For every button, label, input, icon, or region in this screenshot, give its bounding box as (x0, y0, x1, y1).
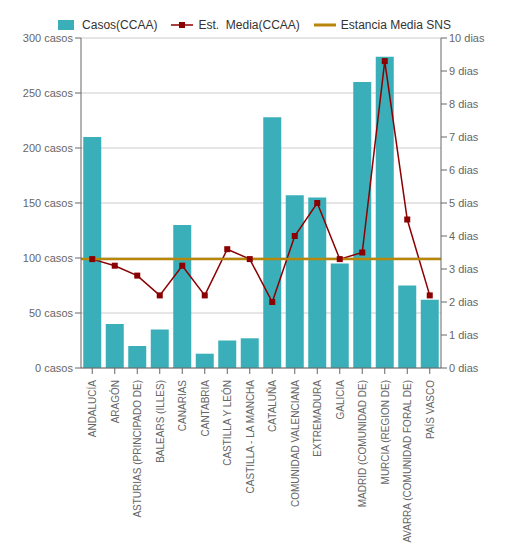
svg-text:2 dias: 2 dias (449, 296, 479, 308)
svg-text:ASTURIAS (PRINCIPADO DE): ASTURIAS (PRINCIPADO DE) (132, 380, 143, 518)
svg-text:50 casos: 50 casos (29, 307, 74, 319)
svg-text:100 casos: 100 casos (23, 252, 74, 264)
svg-text:200 casos: 200 casos (23, 142, 74, 154)
svg-text:0 dias: 0 dias (449, 362, 479, 374)
svg-text:4 dias: 4 dias (449, 230, 479, 242)
svg-text:PAÍS VASCO: PAÍS VASCO (424, 380, 436, 439)
svg-text:0 casos: 0 casos (35, 362, 73, 374)
svg-text:7 dias: 7 dias (449, 131, 479, 143)
svg-text:CASTILLA - LA MANCHA: CASTILLA - LA MANCHA (245, 380, 256, 494)
svg-text:GALICIA: GALICIA (335, 380, 346, 420)
svg-text:6 dias: 6 dias (449, 164, 479, 176)
svg-text:CANARIAS: CANARIAS (177, 380, 188, 431)
svg-text:9 dias: 9 dias (449, 65, 479, 77)
svg-text:10 dias: 10 dias (449, 32, 485, 44)
svg-text:250 casos: 250 casos (23, 87, 74, 99)
svg-text:8 dias: 8 dias (449, 98, 479, 110)
html-text:Est. Media(CCAA): Est. Media(CCAA) (198, 18, 300, 32)
svg-text:EXTREMADURA: EXTREMADURA (312, 380, 323, 457)
svg-text:CANTABRIA: CANTABRIA (200, 380, 211, 437)
svg-text:150 casos: 150 casos (23, 197, 74, 209)
html-text:Casos(CCAA): Casos(CCAA) (82, 18, 158, 32)
svg-text:300 casos: 300 casos (23, 32, 74, 44)
svg-text:ARAGÓN: ARAGÓN (109, 380, 121, 423)
svg-text:COMUNIDAD VALENCIANA: COMUNIDAD VALENCIANA (290, 380, 301, 507)
svg-text:3 dias: 3 dias (449, 263, 479, 275)
svg-text:1 dias: 1 dias (449, 329, 479, 341)
svg-text:ANDALUCÍA: ANDALUCÍA (86, 380, 98, 438)
html-text:Estancia Media SNS: Estancia Media SNS (340, 18, 451, 32)
svg-text:MADRID (COMUNIDAD DE): MADRID (COMUNIDAD DE) (357, 380, 368, 507)
svg-text:CATALUÑA: CATALUÑA (266, 380, 278, 432)
svg-text:BALEARS (ILLES): BALEARS (ILLES) (155, 380, 166, 463)
svg-text:CASTILLA Y LEÓN: CASTILLA Y LEÓN (221, 380, 233, 466)
svg-text:NAVARRA (COMUNIDAD FORAL DE): NAVARRA (COMUNIDAD FORAL DE) (402, 380, 413, 543)
svg-text:5 dias: 5 dias (449, 197, 479, 209)
svg-text:MURCIA (REGION DE): MURCIA (REGION DE) (380, 380, 391, 484)
